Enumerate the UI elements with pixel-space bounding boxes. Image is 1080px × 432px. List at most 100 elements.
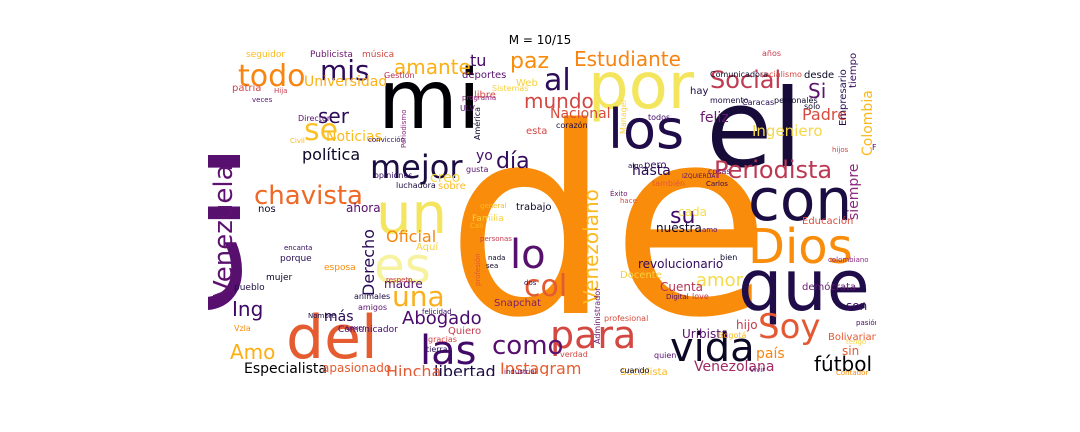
word-tengo: tengo (846, 338, 866, 346)
word-fc: FC (872, 143, 876, 152)
word-ing: Ing (232, 297, 263, 321)
word-civil: Civil (290, 137, 305, 145)
word-tambien: también (652, 178, 685, 188)
word-que: que (738, 245, 870, 327)
word-ulv: ULV (460, 104, 475, 113)
word-col: col (524, 269, 567, 304)
word-ingeniero: Ingeniero (752, 122, 823, 140)
word-profesion: profesión (474, 253, 482, 286)
word-especialista: Especialista (244, 361, 327, 376)
word-desde: desde (804, 70, 834, 81)
word-cuenta: Cuenta (660, 280, 703, 294)
word-si: Si (808, 79, 826, 103)
word-en: en (208, 143, 274, 318)
word-paz: paz (510, 49, 549, 74)
word-amor: amor (696, 270, 744, 291)
word-chavista: chavista (254, 181, 363, 211)
word-hincha: Hincha (386, 362, 441, 376)
word-sin: sin (842, 344, 859, 358)
word-venezuela: Venezuela (209, 164, 239, 298)
word-personas: personas (480, 235, 512, 243)
word-dios: Dios (748, 219, 853, 275)
word-amo: amo (702, 226, 717, 234)
word-algo: algo (628, 162, 643, 170)
word-dia: día (496, 149, 530, 174)
word-todo: todo (238, 59, 306, 94)
word-comunicadora: Comunicadora (710, 70, 768, 79)
word-amigos: amigos (358, 303, 387, 312)
word-tiempo: tiempo (848, 53, 859, 88)
word-abogado: Abogado (402, 308, 482, 329)
word-hijos: hijos (832, 146, 849, 154)
word-padre: Padre (802, 105, 847, 124)
word-nacional: Nacional (550, 106, 611, 122)
word-esposa: esposa (324, 263, 356, 273)
word-aqui: Aquí (416, 241, 439, 253)
word-mujer: mujer (266, 273, 293, 283)
word-industrial: industrial (504, 368, 537, 376)
word-pais: país (756, 346, 785, 362)
word-publicista: Publicista (310, 50, 353, 60)
word-empresario: Empresario (838, 69, 849, 126)
word-sea: sea (486, 262, 498, 270)
word-soy: Soy (758, 307, 821, 347)
word-colombia: Colombia (860, 90, 876, 156)
word-amo: Amo (230, 340, 275, 364)
word-politica: política (302, 145, 360, 164)
word-socialista: Socialista (620, 367, 668, 376)
word-venezolano: Venezolano (579, 189, 603, 304)
word-son: son (846, 299, 867, 313)
word-mis: mis (320, 54, 370, 87)
word-exito: Éxito (610, 189, 628, 198)
word-mejor: mejor (370, 148, 463, 186)
word-snapchat: Snapchat (494, 298, 541, 309)
word-futbol: fútbol (814, 352, 872, 376)
word-estudiante: Estudiante (574, 48, 681, 71)
word-love: love (692, 292, 709, 301)
word-ahora: ahora (346, 201, 381, 215)
word-vivir: vivir (750, 366, 765, 374)
word-uribista: Uribista (682, 327, 728, 341)
word-apasionado: apasionado (322, 361, 391, 375)
word-lover: Lover (346, 324, 366, 332)
word-manager: Manager (619, 98, 628, 134)
word-docente: Docente (620, 270, 662, 281)
word-social: Social (710, 66, 781, 94)
word-amante: amante (394, 55, 471, 79)
word-todos: todos (648, 113, 670, 122)
word-musica: música (362, 50, 394, 60)
word-nuestra: nuestra (656, 221, 702, 235)
word-cali: Cali (470, 222, 483, 230)
word-revolucionario: revolucionario (638, 257, 723, 271)
word-como: como (492, 331, 563, 361)
word-sistemas: Sistemas (492, 84, 528, 93)
word-para: para (550, 313, 636, 357)
word-se: se (304, 113, 338, 148)
word-personales: personales (774, 96, 818, 105)
word-bien: bien (720, 253, 737, 262)
word-nada: nada (488, 254, 505, 262)
word-general: general (480, 202, 507, 210)
word-patria: patria (232, 83, 261, 94)
word-hay: hay (690, 86, 708, 97)
word-gracias: gracias (428, 335, 457, 344)
word-lo: lo (510, 232, 546, 278)
word-pueblo: pueblo (234, 283, 265, 293)
word-momento: momento (710, 96, 749, 105)
word-deportes: deportes (462, 70, 506, 81)
word-libertad: libertad (434, 362, 496, 376)
word-venezolana: Venezolana (694, 359, 774, 375)
word-nos: nos (258, 204, 276, 215)
word-contador: Contador (836, 369, 868, 376)
word-cloud: de en el mi por que con los Dios del un es las vida pa… (208, 48, 876, 376)
word-mundo: mundo (524, 89, 594, 113)
word-yo: yo (476, 148, 493, 164)
word-con: con (748, 166, 852, 234)
word-opiniones: opiniones (374, 171, 413, 180)
word-derecho: Derecho (359, 229, 378, 296)
word-trabajo: trabajo (516, 202, 552, 213)
word-conviccion: convicción (368, 136, 405, 144)
word-al: al (544, 63, 571, 98)
word-digital: Digital (666, 293, 689, 301)
word-corazon: corazón (556, 120, 588, 130)
